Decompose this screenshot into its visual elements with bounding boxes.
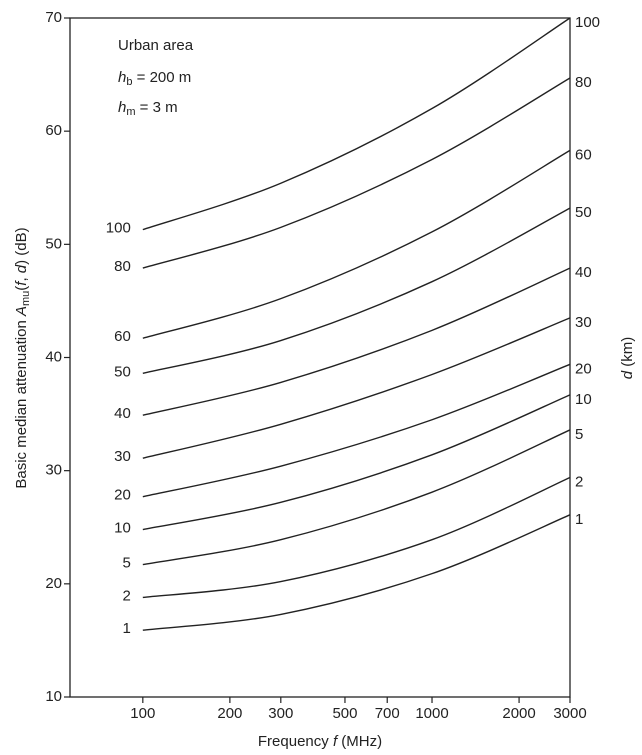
curve (143, 318, 570, 458)
curve-label-right: 20 (575, 360, 592, 377)
curve-label-right: 100 (575, 14, 600, 31)
curve (143, 78, 570, 268)
curve-label-left: 20 (114, 487, 131, 504)
y-tick-label: 20 (45, 575, 62, 592)
curve-label-left: 1 (122, 620, 130, 637)
curve (143, 515, 570, 630)
curve-label-right: 40 (575, 264, 592, 281)
curve-label-right: 2 (575, 473, 583, 490)
curve-label-left: 2 (122, 587, 130, 604)
y-tick-label: 40 (45, 348, 62, 365)
annotation: Urban area (118, 37, 194, 54)
y-tick-label: 60 (45, 122, 62, 139)
curve-label-left: 30 (114, 448, 131, 465)
x-tick-label: 200 (217, 705, 242, 722)
curve-label-left: 60 (114, 328, 131, 345)
curve-label-right: 50 (575, 204, 592, 221)
x-tick-label: 100 (130, 705, 155, 722)
curve (143, 18, 570, 230)
y-tick-label: 10 (45, 688, 62, 705)
x-tick-label: 3000 (553, 705, 586, 722)
curve-label-right: 30 (575, 314, 592, 331)
x-tick-label: 1000 (415, 705, 448, 722)
curve (143, 364, 570, 496)
curve-label-left: 5 (122, 555, 130, 572)
curve (143, 208, 570, 373)
curve-label-left: 40 (114, 405, 131, 422)
x-axis-label: Frequency f (MHz) (258, 733, 382, 750)
annotation: hb = 200 m (118, 69, 191, 88)
curve-label-right: 10 (575, 391, 592, 408)
curve-label-left: 50 (114, 363, 131, 380)
curve (143, 477, 570, 597)
y2-axis-label: d (km) (619, 337, 636, 380)
x-tick-label: 300 (268, 705, 293, 722)
y-tick-label: 70 (45, 9, 62, 26)
curve-label-right: 80 (575, 74, 592, 91)
curve-label-left: 100 (106, 220, 131, 237)
y-tick-label: 50 (45, 235, 62, 252)
x-tick-label: 2000 (502, 705, 535, 722)
curve (143, 430, 570, 565)
x-tick-label: 700 (375, 705, 400, 722)
y-axis-label: Basic median attenuation Amu(f, d) (dB) (13, 227, 32, 488)
curve-label-right: 60 (575, 146, 592, 163)
curve-label-left: 80 (114, 258, 131, 275)
curve (143, 268, 570, 415)
y-tick-label: 30 (45, 462, 62, 479)
plot-frame (70, 18, 570, 697)
annotation: hm = 3 m (118, 99, 178, 118)
chart: Urban area hb = 200 m hm = 3 m Frequency… (0, 0, 642, 755)
curve-label-left: 10 (114, 519, 131, 536)
curve-label-right: 1 (575, 511, 583, 528)
x-tick-label: 500 (332, 705, 357, 722)
curve-label-right: 5 (575, 426, 583, 443)
curve (143, 395, 570, 530)
